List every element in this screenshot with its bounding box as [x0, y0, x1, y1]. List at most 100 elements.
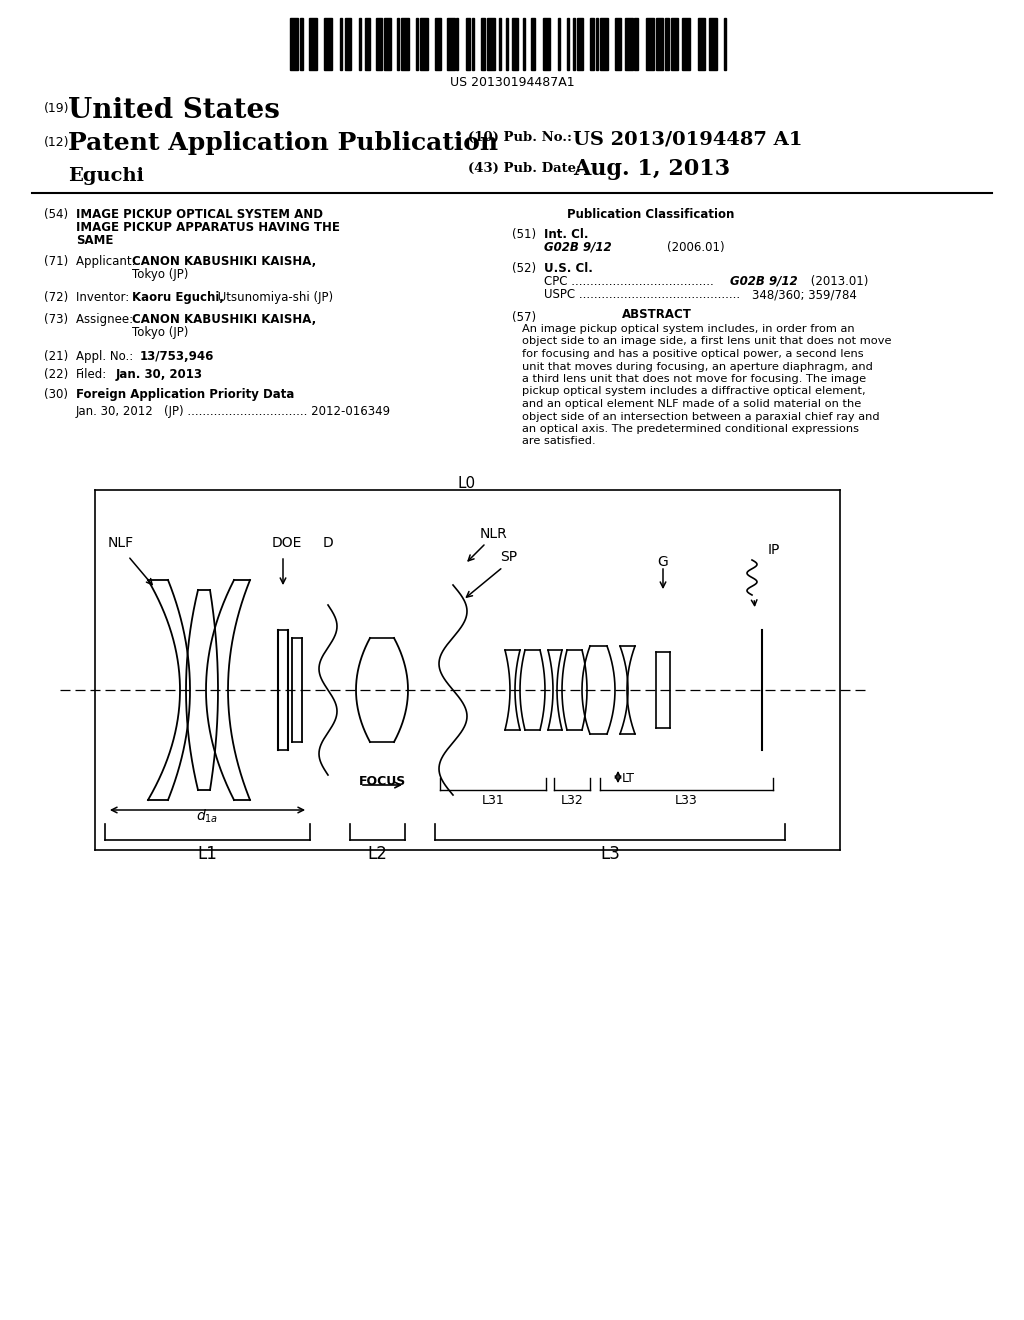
- Text: $d_{1a}$: $d_{1a}$: [197, 808, 219, 825]
- Text: an optical axis. The predetermined conditional expressions: an optical axis. The predetermined condi…: [522, 424, 859, 434]
- Bar: [600, 18, 607, 70]
- Text: Publication Classification: Publication Classification: [567, 209, 734, 220]
- Text: (21): (21): [44, 350, 69, 363]
- Text: NLR: NLR: [480, 527, 508, 541]
- Text: (19): (19): [44, 102, 70, 115]
- Bar: [397, 18, 399, 70]
- Bar: [365, 18, 371, 70]
- Text: Kaoru Eguchi,: Kaoru Eguchi,: [132, 290, 224, 304]
- Bar: [666, 18, 669, 70]
- Bar: [300, 18, 303, 70]
- Text: L33: L33: [675, 795, 698, 807]
- Text: (2013.01): (2013.01): [807, 275, 868, 288]
- Text: and an optical element NLF made of a solid material on the: and an optical element NLF made of a sol…: [522, 399, 861, 409]
- Bar: [466, 18, 470, 70]
- Text: Jan. 30, 2012   (JP) ................................ 2012-016349: Jan. 30, 2012 (JP) .....................…: [76, 405, 391, 418]
- Bar: [543, 18, 550, 70]
- Text: Jan. 30, 2013: Jan. 30, 2013: [116, 368, 203, 381]
- Text: Appl. No.:: Appl. No.:: [76, 350, 137, 363]
- Bar: [697, 18, 706, 70]
- Text: L31: L31: [481, 795, 505, 807]
- Bar: [417, 18, 418, 70]
- Text: Tokyo (JP): Tokyo (JP): [132, 268, 188, 281]
- Text: L0: L0: [458, 477, 476, 491]
- Bar: [578, 18, 583, 70]
- Text: (30): (30): [44, 388, 68, 401]
- Bar: [573, 18, 575, 70]
- Bar: [625, 18, 633, 70]
- Bar: [435, 18, 441, 70]
- Bar: [401, 18, 409, 70]
- Text: CANON KABUSHIKI KAISHA,: CANON KABUSHIKI KAISHA,: [132, 255, 316, 268]
- Text: L32: L32: [560, 795, 584, 807]
- Text: (54): (54): [44, 209, 69, 220]
- Text: (72): (72): [44, 290, 69, 304]
- Text: (71): (71): [44, 255, 69, 268]
- Bar: [487, 18, 495, 70]
- Text: Foreign Application Priority Data: Foreign Application Priority Data: [76, 388, 294, 401]
- Bar: [384, 18, 391, 70]
- Text: LT: LT: [622, 772, 635, 785]
- Text: SP: SP: [500, 550, 517, 564]
- Text: Patent Application Publication: Patent Application Publication: [68, 131, 498, 154]
- Bar: [358, 18, 360, 70]
- Text: CPC ......................................: CPC ....................................…: [544, 275, 714, 288]
- Bar: [682, 18, 690, 70]
- Bar: [472, 18, 474, 70]
- Text: (52): (52): [512, 261, 537, 275]
- Bar: [646, 18, 653, 70]
- Text: US 20130194487A1: US 20130194487A1: [450, 77, 574, 88]
- Text: US 2013/0194487 A1: US 2013/0194487 A1: [573, 131, 803, 149]
- Text: (22): (22): [44, 368, 69, 381]
- Text: (12): (12): [44, 136, 70, 149]
- Text: NLF: NLF: [108, 536, 134, 550]
- Bar: [506, 18, 508, 70]
- Text: Assignee:: Assignee:: [76, 313, 137, 326]
- Text: IMAGE PICKUP APPARATUS HAVING THE: IMAGE PICKUP APPARATUS HAVING THE: [76, 220, 340, 234]
- Bar: [340, 18, 342, 70]
- Text: L3: L3: [600, 845, 620, 863]
- Bar: [290, 18, 298, 70]
- Text: 13/753,946: 13/753,946: [140, 350, 214, 363]
- Text: FOCUS: FOCUS: [358, 775, 406, 788]
- Text: G: G: [657, 554, 668, 569]
- Text: IP: IP: [768, 543, 780, 557]
- Text: a third lens unit that does not move for focusing. The image: a third lens unit that does not move for…: [522, 374, 866, 384]
- Text: USPC ...........................................: USPC ...................................…: [544, 288, 740, 301]
- Bar: [457, 18, 459, 70]
- Bar: [671, 18, 679, 70]
- Text: SAME: SAME: [76, 234, 114, 247]
- Bar: [420, 18, 428, 70]
- Text: are satisfied.: are satisfied.: [522, 437, 596, 446]
- Text: (2006.01): (2006.01): [667, 242, 725, 253]
- Text: United States: United States: [68, 96, 280, 124]
- Text: object side to an image side, a first lens unit that does not move: object side to an image side, a first le…: [522, 337, 892, 346]
- Bar: [499, 18, 501, 70]
- Text: 348/360; 359/784: 348/360; 359/784: [752, 288, 857, 301]
- Text: An image pickup optical system includes, in order from an: An image pickup optical system includes,…: [522, 323, 855, 334]
- Bar: [309, 18, 316, 70]
- Text: ABSTRACT: ABSTRACT: [622, 308, 692, 321]
- Text: Utsunomiya-shi (JP): Utsunomiya-shi (JP): [214, 290, 333, 304]
- Bar: [531, 18, 535, 70]
- Bar: [512, 18, 518, 70]
- Text: U.S. Cl.: U.S. Cl.: [544, 261, 593, 275]
- Bar: [558, 18, 560, 70]
- Text: CANON KABUSHIKI KAISHA,: CANON KABUSHIKI KAISHA,: [132, 313, 316, 326]
- Text: IMAGE PICKUP OPTICAL SYSTEM AND: IMAGE PICKUP OPTICAL SYSTEM AND: [76, 209, 323, 220]
- Bar: [635, 18, 638, 70]
- Text: L1: L1: [198, 845, 217, 863]
- Bar: [615, 18, 622, 70]
- Text: for focusing and has a positive optical power, a second lens: for focusing and has a positive optical …: [522, 348, 863, 359]
- Bar: [325, 18, 332, 70]
- Text: D: D: [323, 536, 334, 550]
- Bar: [724, 18, 726, 70]
- Text: Aug. 1, 2013: Aug. 1, 2013: [573, 158, 730, 180]
- Text: Int. Cl.: Int. Cl.: [544, 228, 589, 242]
- Text: G02B 9/12: G02B 9/12: [730, 275, 798, 288]
- Text: (73): (73): [44, 313, 69, 326]
- Text: G02B 9/12: G02B 9/12: [544, 242, 611, 253]
- Text: Applicant:: Applicant:: [76, 255, 139, 268]
- Text: unit that moves during focusing, an aperture diaphragm, and: unit that moves during focusing, an aper…: [522, 362, 872, 371]
- Text: (51): (51): [512, 228, 537, 242]
